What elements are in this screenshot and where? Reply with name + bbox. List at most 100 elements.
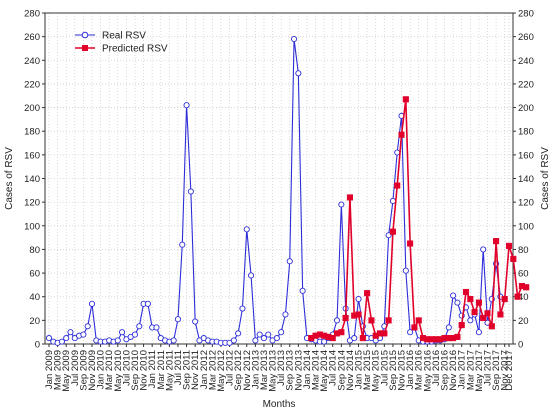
y-tick-label-right: 120	[518, 198, 534, 209]
data-point-real	[286, 258, 293, 265]
x-tick-label: May 2014	[319, 350, 330, 392]
y-tick-label-left: 40	[29, 292, 40, 303]
data-point-real	[63, 335, 70, 342]
data-point-real	[235, 330, 242, 337]
x-tick-label: Jul 2010	[121, 350, 132, 386]
data-point-real	[394, 149, 401, 156]
x-tick-label: Nov 2016	[448, 350, 459, 391]
data-point-predicted	[381, 330, 388, 337]
y-tick-label-left: 260	[24, 32, 40, 43]
y-tick-label-left: 180	[24, 127, 40, 138]
y-tick-label-left: 240	[24, 56, 40, 67]
x-tick-label: Jul 2017	[483, 350, 494, 386]
legend: Real RSV Predicted RSV	[75, 31, 168, 55]
y-tick-label-left: 0	[35, 340, 40, 351]
x-tick-label: Jan 2010	[96, 350, 107, 389]
x-tick-label: Jul 2013	[276, 350, 287, 386]
data-point-real	[84, 323, 91, 330]
data-point-predicted	[402, 96, 409, 103]
data-point-predicted	[355, 311, 362, 318]
x-tick-label: Jan 2011	[147, 350, 158, 388]
data-point-predicted	[364, 290, 371, 297]
data-point-predicted	[514, 293, 521, 300]
x-tick-label: Jan 2014	[302, 350, 313, 389]
data-point-predicted	[467, 296, 474, 303]
y-tick-label-left: 220	[24, 79, 40, 90]
x-tick-label: Sep 2015	[388, 350, 399, 391]
x-tick-label: May 2013	[268, 350, 279, 392]
x-tick-label: Nov 2015	[397, 350, 408, 391]
y-tick-label-left: 280	[24, 9, 40, 20]
y-tick-label-right: 220	[518, 79, 534, 90]
y-tick-label-right: 260	[518, 32, 534, 43]
y-tick-label-right: 20	[518, 316, 529, 327]
data-point-real	[67, 329, 74, 336]
x-tick-label: Sep 2011	[182, 350, 193, 390]
x-tick-label: Nov 2017	[500, 350, 511, 391]
x-tick-label: Jul 2012	[225, 350, 236, 386]
y-tick-label-left: 60	[29, 269, 40, 280]
y-tick-label-left: 160	[24, 150, 40, 161]
data-point-real	[480, 246, 487, 253]
data-point-predicted	[342, 314, 349, 322]
data-point-real	[243, 226, 250, 233]
x-tick-label: Mar 2011	[156, 350, 167, 389]
x-tick-label: Mar 2016	[414, 350, 425, 390]
data-point-real	[131, 331, 139, 338]
data-point-real	[88, 300, 96, 307]
x-tick-label: Jul 2011	[173, 350, 184, 385]
data-point-real	[114, 337, 121, 344]
x-tick-label: Nov 2013	[293, 350, 304, 391]
x-tick-label: Mar 2014	[311, 350, 322, 390]
x-tick-label: Dec 2017	[504, 350, 515, 391]
data-point-predicted	[454, 333, 461, 340]
legend-marker-predicted	[82, 45, 88, 51]
data-point-predicted	[493, 238, 500, 245]
data-point-real	[45, 335, 53, 342]
data-point-real	[450, 292, 457, 299]
data-point-real	[252, 337, 259, 344]
data-point-real	[467, 317, 474, 324]
data-point-predicted	[407, 240, 414, 247]
y-tick-label-left: 100	[24, 221, 40, 232]
data-point-real	[239, 305, 246, 312]
x-tick-label: Jan 2013	[250, 350, 261, 389]
data-point-real	[389, 197, 396, 205]
data-point-real	[187, 188, 194, 195]
data-point-predicted	[368, 317, 375, 324]
x-tick-label: Sep 2017	[491, 350, 502, 391]
y-tick-label-left: 20	[29, 316, 40, 327]
data-point-predicted	[523, 284, 530, 291]
x-tick-label: Jan 2015	[354, 350, 365, 389]
y-tick-label-right: 40	[518, 292, 529, 303]
data-point-predicted	[346, 194, 353, 201]
legend-label-real: Real RSV	[102, 31, 146, 42]
y-tick-label-right: 180	[518, 127, 534, 138]
legend-label-predicted: Predicted RSV	[102, 44, 168, 55]
data-point-real	[273, 335, 280, 342]
data-point-real	[248, 272, 255, 279]
data-point-predicted	[484, 310, 491, 317]
data-point-real	[299, 287, 306, 294]
x-tick-label: Nov 2012	[242, 350, 253, 391]
data-point-real	[170, 337, 177, 344]
x-tick-label: Mar 2012	[207, 350, 218, 390]
x-tick-label: May 2016	[422, 350, 433, 392]
data-point-predicted	[389, 228, 396, 235]
data-point-real	[58, 338, 65, 345]
data-point-real	[407, 329, 414, 336]
data-point-predicted	[411, 324, 418, 331]
x-tick-label: Sep 2016	[440, 350, 451, 391]
y-axis-ticks: 0 0 20 20 40 40 60 60 80 80 100 100 120 120 140 140 160 1…	[24, 9, 534, 351]
data-point-real	[265, 331, 272, 338]
y-axis-title-right: Cases of RSV	[540, 147, 551, 210]
data-point-real	[260, 335, 268, 342]
x-tick-label: Mar 2009	[53, 350, 64, 390]
data-point-predicted	[462, 288, 470, 296]
x-tick-label: Nov 2010	[139, 350, 150, 391]
x-tick-label: Sep 2013	[285, 350, 296, 391]
data-point-real	[454, 299, 461, 306]
series-line-predicted	[310, 99, 527, 341]
legend-marker-real	[81, 31, 89, 39]
